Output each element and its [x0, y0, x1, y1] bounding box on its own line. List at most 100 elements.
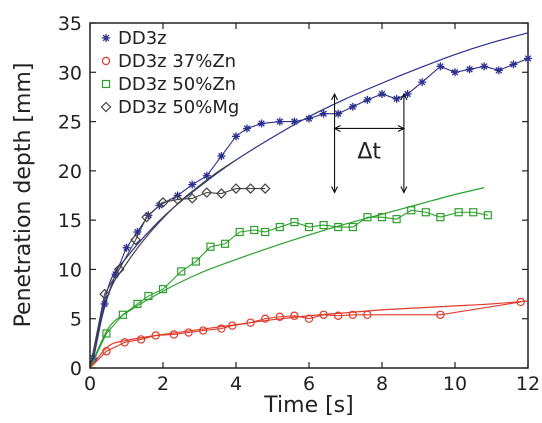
data-point-dd3z: [465, 65, 474, 74]
data-point-dd3z-37-zn: [198, 326, 208, 335]
data-point-dd3z: [334, 109, 343, 118]
data-point-dd3z-50-zn: [377, 213, 387, 222]
data-point-dd3z: [480, 62, 489, 71]
data-point-dd3z-37-zn: [304, 314, 314, 323]
data-point-dd3z-37-zn: [102, 347, 111, 356]
data-point-dd3z: [217, 152, 226, 161]
y-tick-label: 30: [58, 62, 82, 84]
data-point-dd3z-50-zn: [250, 225, 259, 235]
data-point-dd3z-50-mg: [230, 183, 242, 194]
y-tick-label: 35: [58, 13, 82, 35]
data-point-dd3z: [509, 60, 518, 69]
data-point-dd3z: [418, 78, 427, 87]
legend-item-dd3z-50-mg: DD3z 50%Mg: [100, 97, 239, 118]
x-tick-label: 10: [443, 373, 467, 395]
data-point-dd3z: [188, 180, 197, 189]
data-point-dd3z-50-mg: [172, 194, 183, 205]
legend-item-dd3z-37-zn: DD3z 37%Zn: [101, 51, 236, 72]
y-tick-label: 0: [70, 358, 82, 380]
data-point-dd3z-50-zn: [144, 291, 153, 301]
data-point-dd3z: [363, 95, 372, 104]
fit-curve-dd3z-50-mg: [89, 159, 237, 369]
data-point-dd3z-50-mg: [186, 193, 198, 204]
data-point-dd3z-50-zn: [133, 299, 142, 309]
data-point-dd3z-37-zn: [363, 310, 372, 319]
data-point-dd3z-50-zn: [334, 222, 343, 232]
x-tick-label: 12: [516, 373, 540, 395]
data-line-dd3z-50-mg: [89, 188, 266, 369]
legend-marker-dd3z-50-zn: [101, 79, 111, 89]
data-point-dd3z-50-mg: [216, 188, 227, 199]
data-point-dd3z: [242, 124, 251, 133]
data-point-dd3z-50-mg: [245, 183, 256, 194]
fit-curve-dd3z: [89, 32, 529, 369]
data-point-dd3z-50-zn: [421, 208, 430, 217]
data-point-dd3z-37-zn: [516, 297, 525, 307]
legend-label-dd3z-50-mg: DD3z 50%Mg: [118, 97, 239, 118]
data-point-dd3z: [319, 109, 328, 118]
legend-label-dd3z-37-zn: DD3z 37%Zn: [118, 51, 236, 72]
data-point-dd3z: [232, 132, 240, 141]
delta-t-arrowhead: [400, 186, 408, 194]
data-point-dd3z-37-zn: [348, 310, 357, 319]
series-dd3z-50-mg: [89, 183, 271, 369]
data-point-dd3z-50-zn: [275, 222, 284, 232]
data-point-dd3z-37-zn: [217, 324, 226, 333]
x-tick-label: 8: [376, 373, 388, 395]
data-point-dd3z-50-zn: [319, 220, 328, 230]
data-point-dd3z: [290, 117, 299, 126]
data-point-dd3z-50-mg: [259, 183, 271, 194]
data-point-dd3z: [436, 62, 445, 71]
data-point-dd3z: [494, 66, 503, 75]
legend-marker-dd3z-50-mg: [100, 101, 112, 113]
y-tick-label: 20: [58, 161, 82, 183]
legend-label-dd3z: DD3z: [118, 28, 167, 49]
data-point-dd3z-50-zn: [261, 227, 270, 237]
data-point-dd3z: [524, 54, 532, 63]
x-tick-label: 4: [230, 373, 242, 395]
x-tick-label: 6: [303, 373, 315, 395]
delta-t-arrowhead: [331, 92, 339, 101]
axis-ticks: [89, 22, 529, 369]
data-point-dd3z-50-mg: [113, 264, 125, 275]
data-point-dd3z-50-zn: [118, 310, 127, 319]
y-tick-label: 10: [58, 259, 82, 281]
data-point-dd3z-37-zn: [184, 328, 193, 337]
data-point-dd3z-37-zn: [136, 335, 146, 344]
data-point-dd3z-50-mg: [157, 197, 169, 208]
delta-t-arrowhead: [397, 124, 406, 132]
data-point-dd3z-37-zn: [261, 314, 270, 323]
data-point-dd3z: [100, 299, 109, 308]
data-point-dd3z-37-zn: [246, 318, 255, 327]
delta-t-arrowhead: [333, 124, 341, 132]
data-point-dd3z: [305, 114, 313, 123]
y-tick-label: 25: [58, 112, 82, 134]
data-point-dd3z: [378, 89, 386, 98]
data-point-dd3z-50-zn: [206, 242, 215, 251]
data-point-dd3z-50-mg: [130, 234, 141, 246]
data-point-dd3z-50-zn: [436, 213, 445, 222]
delta-t-arrowhead: [400, 92, 408, 101]
legend-item-dd3z: DD3z: [102, 28, 167, 49]
x-tick-label: 2: [157, 373, 169, 395]
series-dd3z-50-zn: [89, 206, 492, 369]
y-tick-label: 5: [70, 309, 82, 331]
data-point-dd3z: [202, 171, 211, 180]
delta-t-annotation: Δt: [331, 92, 408, 194]
data-point-dd3z: [133, 227, 142, 236]
data-point-dd3z: [451, 68, 459, 77]
data-point-dd3z-37-zn: [120, 338, 129, 347]
data-point-dd3z-50-zn: [469, 208, 478, 217]
data-line-dd3z-37-zn: [89, 301, 521, 369]
data-point-dd3z-50-zn: [191, 257, 200, 266]
legend-marker-dd3z-37-zn: [101, 56, 111, 66]
data-point-dd3z-50-mg: [141, 211, 152, 223]
legend-item-dd3z-50-zn: DD3z 50%Zn: [101, 74, 236, 95]
data-point-dd3z-50-zn: [220, 239, 230, 248]
data-point-dd3z: [89, 354, 98, 363]
x-axis-title: Time [s]: [263, 393, 353, 418]
data-point-dd3z-37-zn: [275, 312, 284, 321]
data-point-dd3z-50-zn: [102, 329, 111, 338]
